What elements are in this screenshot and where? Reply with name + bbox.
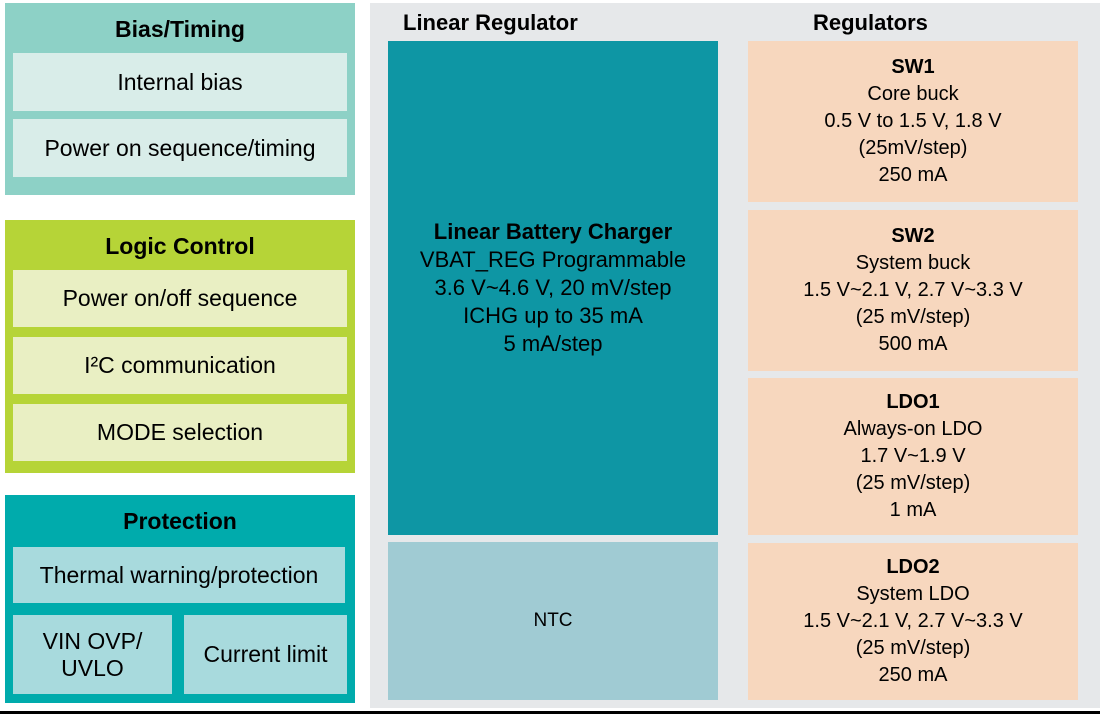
- i2c-communication-item: I²C communication: [13, 337, 347, 394]
- ldo1-block: LDO1 Always-on LDO 1.7 V~1.9 V (25 mV/st…: [748, 378, 1078, 535]
- sw2-type-line: System buck: [855, 252, 971, 274]
- ntc-label: NTC: [533, 610, 573, 631]
- sw1-voltage-line: 0.5 V to 1.5 V, 1.8 V: [824, 110, 1002, 132]
- bottom-divider: [0, 711, 1100, 714]
- sw2-name: SW2: [891, 225, 935, 247]
- power-on-sequence-timing-item: Power on sequence/timing: [13, 119, 347, 177]
- sw1-type-line: Core buck: [867, 83, 959, 105]
- ldo2-current-line: 250 mA: [878, 664, 948, 686]
- linear-regulator-title: Linear Regulator: [403, 10, 578, 35]
- current-limit-item: Current limit: [184, 615, 347, 694]
- logic-control-block: Logic Control Power on/off sequence I²C …: [5, 220, 355, 473]
- ntc-block: NTC: [388, 542, 718, 700]
- power-on-off-sequence-item: Power on/off sequence: [13, 270, 347, 327]
- charger-voltage-line: 3.6 V~4.6 V, 20 mV/step: [434, 275, 672, 300]
- sw2-block: SW2 System buck 1.5 V~2.1 V, 2.7 V~3.3 V…: [748, 210, 1078, 371]
- sw1-step-line: (25mV/step): [858, 137, 968, 159]
- ldo1-current-line: 1 mA: [889, 499, 937, 521]
- ldo1-voltage-line: 1.7 V~1.9 V: [860, 445, 966, 467]
- regulator-panel: Linear Regulator Regulators Linear Batte…: [370, 3, 1100, 708]
- charger-ichg-line: ICHG up to 35 mA: [463, 303, 643, 328]
- charger-heading: Linear Battery Charger: [433, 219, 673, 244]
- bias-timing-block: Bias/Timing Internal bias Power on seque…: [5, 3, 355, 195]
- ldo2-step-line: (25 mV/step): [855, 637, 971, 659]
- regulators-title: Regulators: [813, 10, 928, 35]
- ldo1-step-line: (25 mV/step): [855, 472, 971, 494]
- linear-battery-charger-block: Linear Battery Charger VBAT_REG Programm…: [388, 41, 718, 535]
- ldo2-type-line: System LDO: [856, 583, 970, 605]
- internal-bias-item: Internal bias: [13, 53, 347, 111]
- sw1-block: SW1 Core buck 0.5 V to 1.5 V, 1.8 V (25m…: [748, 41, 1078, 202]
- ldo1-type-line: Always-on LDO: [843, 418, 983, 440]
- sw1-current-line: 250 mA: [878, 164, 948, 186]
- ldo2-name: LDO2: [886, 556, 940, 578]
- sw2-step-line: (25 mV/step): [855, 306, 971, 328]
- thermal-warning-protection-item: Thermal warning/protection: [13, 547, 345, 603]
- logic-control-title: Logic Control: [105, 233, 255, 259]
- sw2-current-line: 500 mA: [878, 333, 948, 355]
- charger-vbat-line: VBAT_REG Programmable: [419, 247, 687, 272]
- sw2-voltage-line: 1.5 V~2.1 V, 2.7 V~3.3 V: [803, 279, 1023, 301]
- sw1-name: SW1: [891, 56, 935, 78]
- ldo2-block: LDO2 System LDO 1.5 V~2.1 V, 2.7 V~3.3 V…: [748, 543, 1078, 700]
- bias-timing-title: Bias/Timing: [115, 16, 245, 42]
- ldo1-name: LDO1: [886, 391, 940, 413]
- protection-block: Protection Thermal warning/protection VI…: [5, 495, 355, 703]
- ldo2-voltage-line: 1.5 V~2.1 V, 2.7 V~3.3 V: [803, 610, 1023, 632]
- charger-step-line: 5 mA/step: [503, 331, 603, 356]
- vin-ovp-uvlo-item: VIN OVP/ UVLO: [13, 615, 172, 694]
- mode-selection-item: MODE selection: [13, 404, 347, 461]
- protection-title: Protection: [123, 508, 237, 534]
